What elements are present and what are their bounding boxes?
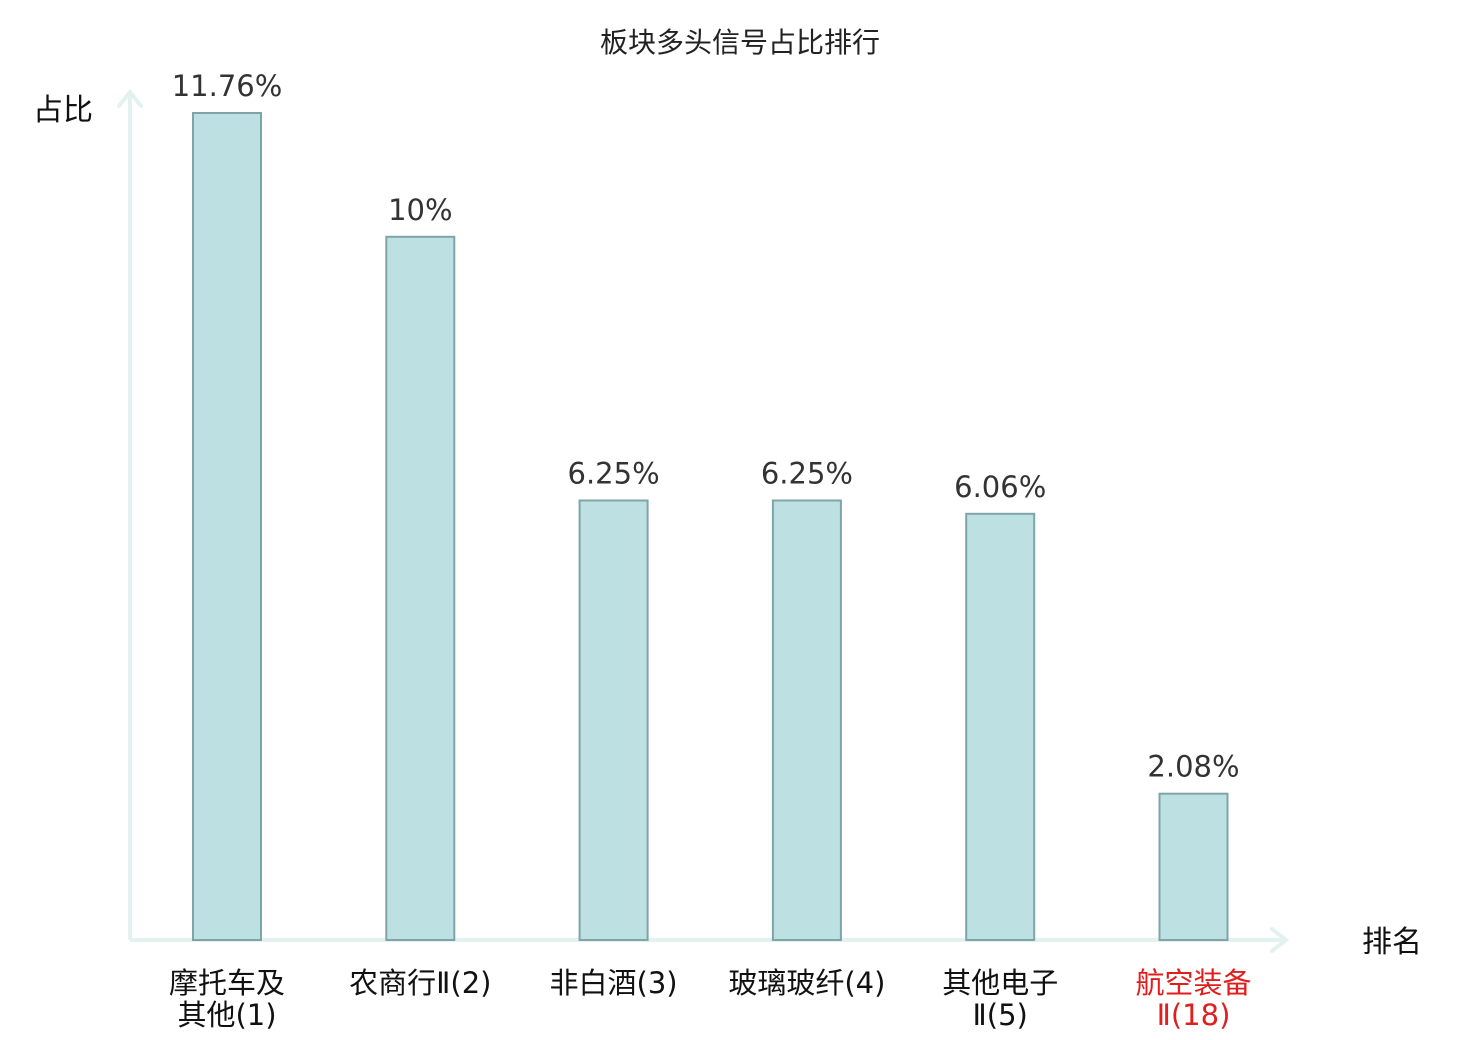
value-label-1: 11.76%	[172, 69, 283, 103]
value-label-4: 6.25%	[761, 457, 853, 491]
value-label-2: 10%	[388, 193, 452, 227]
bar-6	[1158, 792, 1229, 942]
value-labels: 11.76% 10% 6.25% 6.25% 6.06% 2.08%	[172, 69, 1240, 784]
bar-2	[385, 235, 456, 942]
category-label-5-line-1: 其他电子	[942, 966, 1058, 1000]
value-label-3: 6.25%	[568, 457, 660, 491]
axes	[117, 88, 1290, 953]
bars	[192, 112, 1229, 942]
bar-3	[578, 499, 649, 941]
bar-4	[771, 499, 842, 941]
category-label-3: 非白酒(3)	[550, 966, 678, 1000]
chart-title: 板块多头信号占比排行	[600, 26, 880, 59]
x-axis-label: 排名	[1362, 925, 1422, 960]
category-label-5-line-2: Ⅱ(5)	[973, 998, 1028, 1032]
value-label-6: 2.08%	[1147, 750, 1239, 784]
bar-5	[965, 512, 1036, 941]
category-label-4: 玻璃玻纤(4)	[728, 966, 885, 1000]
category-label-2: 农商行Ⅱ(2)	[349, 966, 491, 1000]
x-axis-arrow-icon	[1270, 927, 1290, 953]
y-axis-arrow-icon	[117, 88, 143, 108]
value-label-5: 6.06%	[954, 470, 1046, 504]
bar-1	[192, 112, 262, 941]
category-label-6-line-1: 航空装备	[1135, 966, 1251, 1000]
y-axis-label: 占比	[33, 93, 93, 128]
category-label-1-line-2: 其他(1)	[177, 998, 276, 1032]
category-label-6-line-2: Ⅱ(18)	[1157, 998, 1231, 1032]
category-label-1-line-1: 摩托车及	[169, 966, 285, 1000]
